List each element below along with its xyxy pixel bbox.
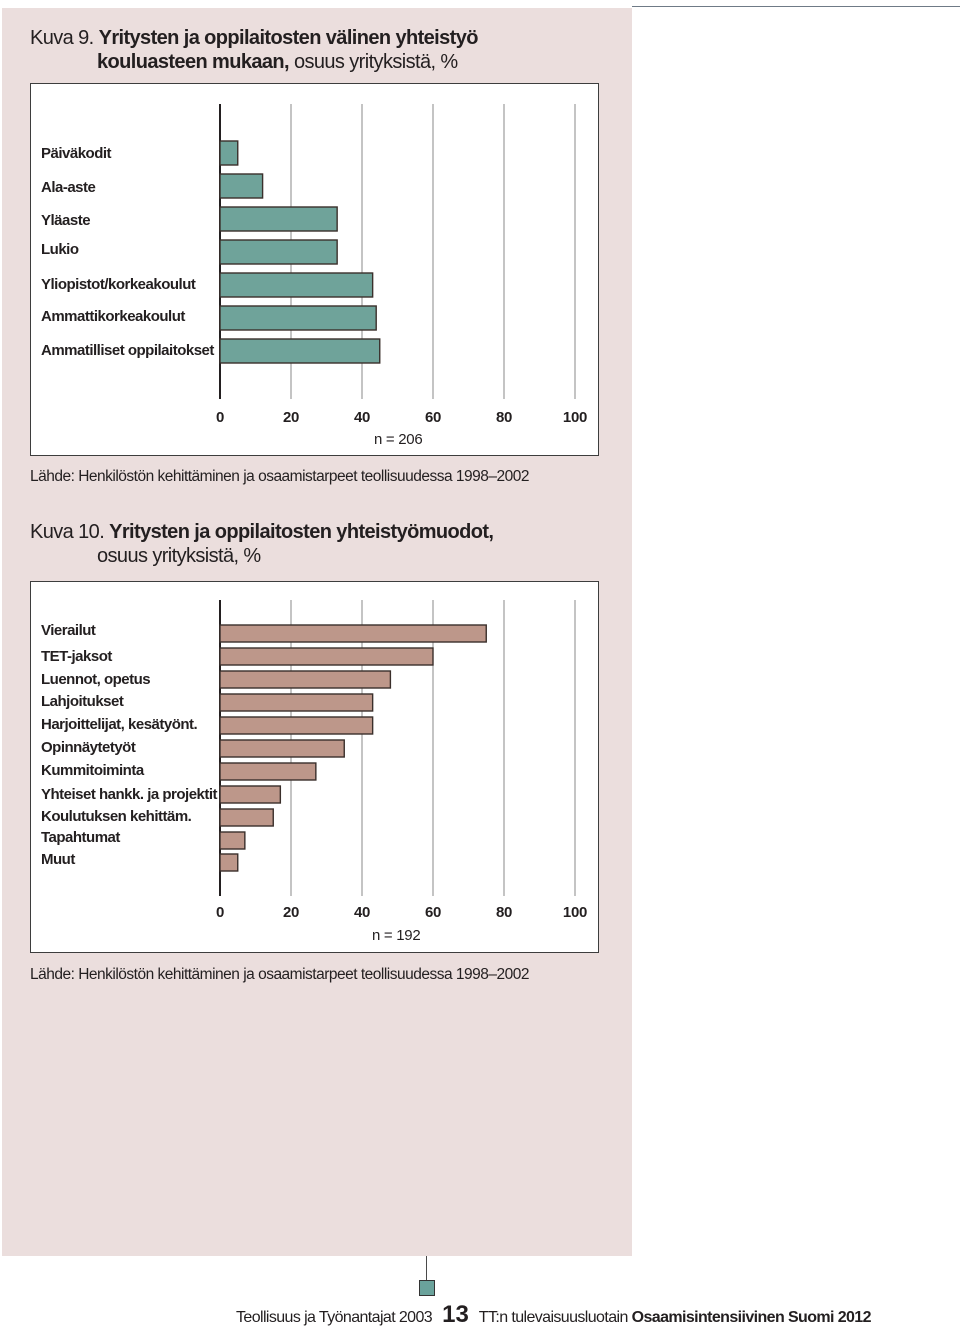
bar bbox=[219, 624, 487, 643]
category-label: Opinnäytetyöt bbox=[41, 739, 136, 756]
x-tick-label: 100 bbox=[562, 409, 588, 426]
category-label: Ala-aste bbox=[41, 179, 96, 196]
x-tick-label: 80 bbox=[495, 904, 513, 921]
category-label: Yhteiset hankk. ja projektit bbox=[41, 786, 218, 803]
bar bbox=[219, 670, 392, 689]
category-label: Luennot, opetus bbox=[41, 671, 151, 688]
x-tick-label: 20 bbox=[282, 904, 300, 921]
figure1-title-line1: Yritysten ja oppilaitosten välinen yhtei… bbox=[98, 27, 479, 49]
figure1-title: Kuva 9. Yritysten ja oppilaitosten välin… bbox=[30, 26, 478, 74]
bar bbox=[219, 647, 434, 666]
category-label: Yläaste bbox=[41, 212, 91, 229]
category-label: Lukio bbox=[41, 241, 79, 258]
chart-cooperation-forms: Vierailut TET-jaksot Luennot, opetus Lahjoi… bbox=[30, 581, 599, 953]
figure1-title-line2-bold: kouluasteen mukaan, bbox=[97, 51, 290, 73]
figure2-source: Lähde: Henkilöstön kehittäminen ja osaam… bbox=[30, 966, 529, 983]
category-label: Lahjoitukset bbox=[41, 693, 124, 710]
footer-publication: Osaamisintensiivinen Suomi 2012 bbox=[631, 1309, 872, 1326]
category-label: Päiväkodit bbox=[41, 145, 112, 162]
category-label: Harjoittelijat, kesätyönt. bbox=[41, 716, 198, 733]
footer-publisher: Teollisuus ja Työnantajat 2003 bbox=[236, 1309, 433, 1326]
x-tick-label: 60 bbox=[424, 904, 442, 921]
bar bbox=[219, 808, 274, 827]
bar bbox=[219, 305, 377, 331]
figure2-title: Kuva 10. Yritysten ja oppilaitosten yhte… bbox=[30, 520, 494, 568]
x-tick-label: 0 bbox=[215, 409, 225, 426]
chart-school-level-plot bbox=[219, 104, 576, 399]
category-label: Kummitoiminta bbox=[41, 762, 144, 779]
footer-marker-stem bbox=[426, 1256, 427, 1280]
bar bbox=[219, 206, 338, 232]
bar bbox=[219, 173, 264, 199]
bar bbox=[219, 338, 381, 364]
figure2-title-line1: Yritysten ja oppilaitosten yhteistyömuod… bbox=[109, 521, 494, 543]
figure1-title-line2-rest: osuus yrityksistä, % bbox=[289, 51, 458, 73]
category-label: Yliopistot/korkeakoulut bbox=[41, 276, 196, 293]
figure2-number: Kuva 10. bbox=[30, 521, 105, 543]
category-label: TET-jaksot bbox=[41, 648, 112, 665]
chart-school-level: Päiväkodit Ala-aste Yläaste Lukio Yliopistot… bbox=[30, 83, 599, 456]
x-tick-label: 20 bbox=[282, 409, 300, 426]
category-label: Ammattikorkeakoulut bbox=[41, 308, 185, 325]
category-label: Ammatilliset oppilaitokset bbox=[41, 342, 214, 359]
chart2-n-label: n = 192 bbox=[372, 927, 421, 944]
bar bbox=[219, 716, 374, 735]
page-number: 13 bbox=[442, 1301, 469, 1328]
x-tick-label: 100 bbox=[562, 904, 588, 921]
x-tick-label: 40 bbox=[353, 904, 371, 921]
figure2-title-line2-rest: osuus yrityksistä, % bbox=[97, 545, 261, 567]
chart-cooperation-forms-plot bbox=[219, 600, 576, 896]
bar bbox=[219, 739, 345, 758]
figure1-number: Kuva 9. bbox=[30, 27, 94, 49]
bar bbox=[219, 239, 338, 265]
bar bbox=[219, 140, 239, 166]
footer-marker-square bbox=[419, 1280, 435, 1296]
top-rule bbox=[632, 6, 960, 7]
page-footer: Teollisuus ja Työnantajat 2003 13 TT:n t… bbox=[236, 1301, 872, 1329]
bar bbox=[219, 272, 374, 298]
bar bbox=[219, 831, 246, 850]
category-label: Tapahtumat bbox=[41, 829, 120, 846]
category-label: Vierailut bbox=[41, 622, 96, 639]
category-label: Muut bbox=[41, 851, 75, 868]
x-tick-label: 80 bbox=[495, 409, 513, 426]
x-tick-label: 0 bbox=[215, 904, 225, 921]
x-tick-label: 40 bbox=[353, 409, 371, 426]
bar bbox=[219, 785, 282, 804]
bar bbox=[219, 762, 317, 781]
figure1-source: Lähde: Henkilöstön kehittäminen ja osaam… bbox=[30, 468, 529, 485]
category-label: Koulutuksen kehittäm. bbox=[41, 808, 192, 825]
bar bbox=[219, 693, 374, 712]
chart1-n-label: n = 206 bbox=[374, 431, 423, 448]
x-tick-label: 60 bbox=[424, 409, 442, 426]
bar bbox=[219, 853, 239, 872]
footer-series: TT:n tulevaisuusluotain bbox=[478, 1309, 629, 1326]
